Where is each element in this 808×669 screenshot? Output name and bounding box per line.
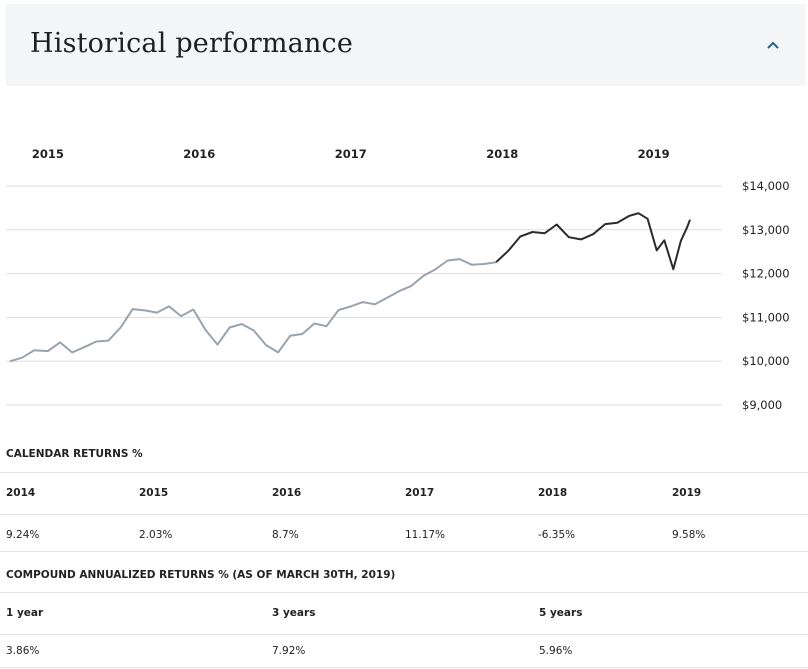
chevron-up-icon <box>767 41 779 49</box>
compound-values-row: 3.86% 7.92% 5.96% <box>0 634 808 668</box>
compound-period: 5 years <box>539 607 583 619</box>
series-line-history <box>9 258 497 363</box>
calendar-year: 2019 <box>672 487 702 499</box>
chart-grid <box>6 185 722 406</box>
y-axis-labels: $14,000 $13,000 $12,000 $11,000 $10,000 $9,00… <box>742 179 790 412</box>
performance-chart: 2015 2016 2017 2018 2019 $14,000 $13,000 $12,0… <box>6 147 790 412</box>
year-label: 2015 <box>32 147 64 161</box>
y-tick-label: $14,000 <box>742 179 790 193</box>
compound-period: 1 year <box>6 607 44 619</box>
calendar-value: 8.7% <box>272 529 299 541</box>
year-label: 2016 <box>183 147 215 161</box>
compound-period: 3 years <box>272 607 316 619</box>
chart-lines <box>9 212 691 363</box>
calendar-value: 9.58% <box>672 529 706 541</box>
collapse-button[interactable] <box>758 30 788 60</box>
calendar-year: 2015 <box>139 487 169 499</box>
section-header: Historical performance <box>6 4 806 86</box>
series-line-recent <box>495 212 691 271</box>
calendar-value: -6.35% <box>538 529 576 541</box>
calendar-year: 2018 <box>538 487 568 499</box>
y-tick-label: $13,000 <box>742 223 790 237</box>
calendar-value: 11.17% <box>405 529 446 541</box>
calendar-values-row: 9.24% 2.03% 8.7% 11.17% -6.35% 9.58% <box>0 514 808 552</box>
calendar-value: 2.03% <box>139 529 173 541</box>
section-title: Historical performance <box>30 28 354 59</box>
year-label: 2019 <box>638 147 670 161</box>
calendar-year: 2017 <box>405 487 435 499</box>
calendar-year: 2016 <box>272 487 302 499</box>
year-label: 2017 <box>335 147 367 161</box>
calendar-returns-title: CALENDAR RETURNS % <box>6 448 143 460</box>
y-tick-label: $10,000 <box>742 354 790 368</box>
y-tick-label: $9,000 <box>742 398 782 412</box>
compound-returns-title: COMPOUND ANNUALIZED RETURNS % (AS OF MAR… <box>6 569 396 581</box>
calendar-year: 2014 <box>6 487 36 499</box>
y-tick-label: $11,000 <box>742 310 790 324</box>
compound-value: 7.92% <box>272 645 306 657</box>
calendar-value: 9.24% <box>6 529 40 541</box>
year-labels: 2015 2016 2017 2018 2019 <box>32 147 670 161</box>
compound-value: 5.96% <box>539 645 573 657</box>
compound-value: 3.86% <box>6 645 40 657</box>
calendar-years-row: 2014 2015 2016 2017 2018 2019 <box>0 472 808 509</box>
year-label: 2018 <box>486 147 518 161</box>
compound-periods-row: 1 year 3 years 5 years <box>0 592 808 629</box>
y-tick-label: $12,000 <box>742 267 790 281</box>
